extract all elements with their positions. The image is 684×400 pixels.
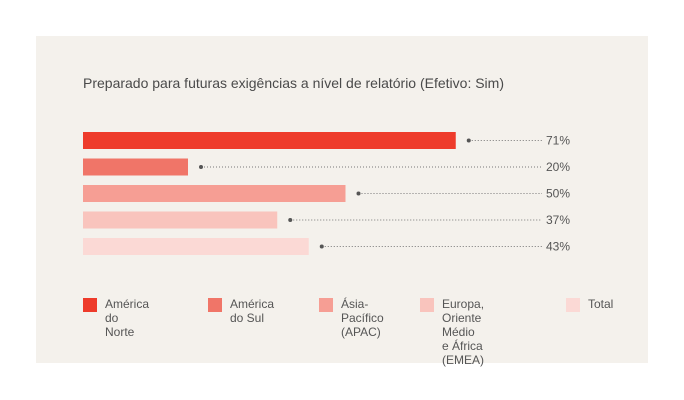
bar-3 <box>83 185 346 202</box>
leader-dot-5 <box>319 244 324 249</box>
value-label-3: 50% <box>546 187 570 201</box>
chart-title: Preparado para futuras exigências a níve… <box>83 75 504 91</box>
bar-1 <box>83 132 456 149</box>
value-label-2: 20% <box>546 160 570 174</box>
leader-dot-3 <box>356 191 361 196</box>
legend-swatch <box>208 298 222 312</box>
legend-swatch <box>83 298 97 312</box>
legend-swatch <box>420 298 434 312</box>
leader-dot-2 <box>199 165 203 169</box>
leader-dot-4 <box>288 218 293 222</box>
value-label-1: 71% <box>546 134 570 148</box>
value-label-4: 37% <box>546 213 570 227</box>
bar-chart: 71% 20% 50% 37% 43% <box>83 132 570 255</box>
legend-label: Total <box>588 297 614 311</box>
chart-card: Preparado para futuras exigências a níve… <box>36 36 648 367</box>
bar-4 <box>83 211 278 229</box>
legend-label: América do Sul <box>230 297 275 325</box>
bar-2 <box>83 158 188 176</box>
legend-swatch <box>566 298 580 312</box>
legend-label: América do Norte <box>105 297 150 339</box>
legend-label: Europa, Oriente Médio e África (EMEA) <box>442 297 485 367</box>
value-label-5: 43% <box>546 240 570 254</box>
legend-label: Ásia-Pacífico (APAC) <box>341 297 384 339</box>
leader-dot-1 <box>466 138 471 143</box>
bar-5 <box>83 238 309 255</box>
legend-swatch <box>319 298 333 312</box>
